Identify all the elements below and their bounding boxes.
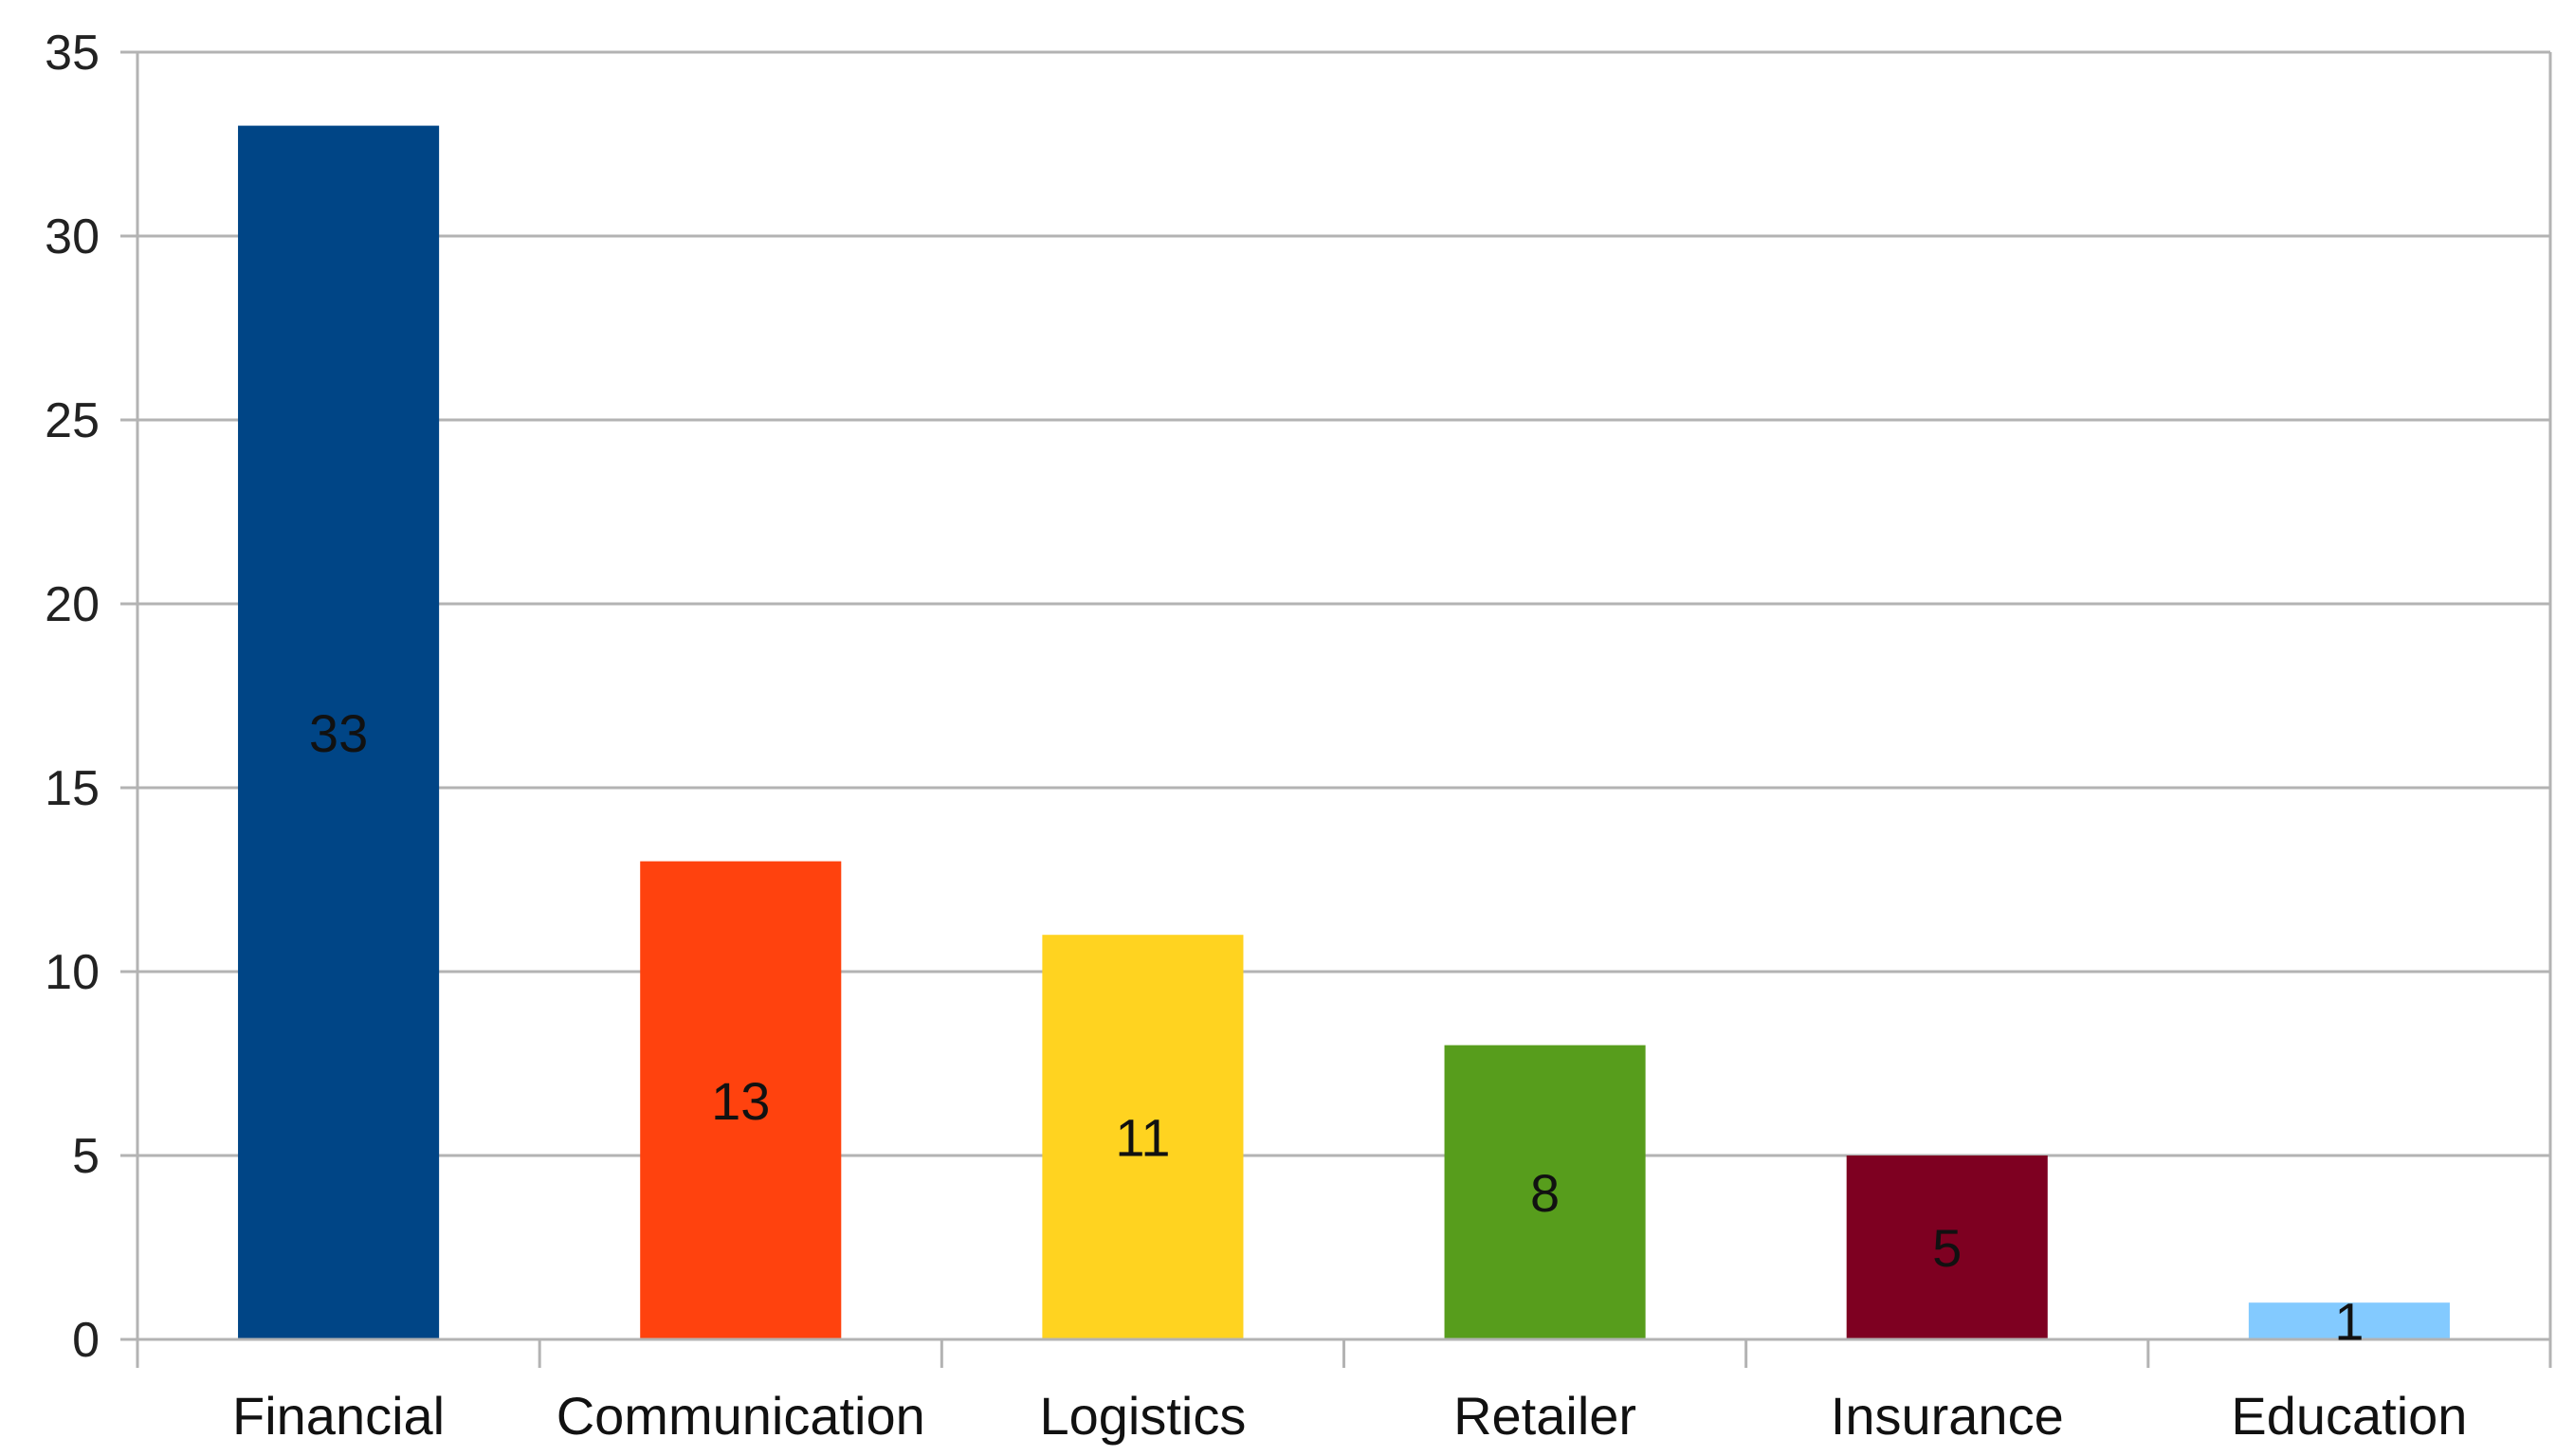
bar-retailer xyxy=(1444,1045,1646,1339)
y-tick-label: 20 xyxy=(45,577,100,632)
bar-communication xyxy=(640,861,842,1339)
x-tick-labels: Financial Communication Logistics Retailer I… xyxy=(232,1386,2467,1446)
data-label-retailer: 8 xyxy=(1530,1163,1560,1223)
x-tick-label-communication: Communication xyxy=(557,1386,925,1446)
y-tick-label: 10 xyxy=(45,945,100,1000)
y-tick-label: 35 xyxy=(45,26,100,81)
x-tick-label-insurance: Insurance xyxy=(1831,1386,2064,1446)
bar-financial xyxy=(238,125,440,1340)
data-label-communication: 13 xyxy=(711,1071,770,1131)
data-labels: 33 13 11 8 5 1 xyxy=(309,703,2364,1352)
x-tick-label-logistics: Logistics xyxy=(1039,1386,1246,1446)
data-label-logistics: 11 xyxy=(1115,1108,1170,1168)
y-tick-label: 30 xyxy=(45,209,100,264)
x-tick-label-retailer: Retailer xyxy=(1453,1386,1636,1446)
y-tick-label: 0 xyxy=(72,1313,100,1368)
bar-insurance xyxy=(1846,1156,2048,1339)
bar-education xyxy=(2248,1302,2450,1339)
y-tick-labels: 0 5 10 15 20 25 30 35 xyxy=(45,26,100,1368)
y-tick-label: 25 xyxy=(45,393,100,448)
y-tick-label: 15 xyxy=(45,761,100,816)
data-label-financial: 33 xyxy=(309,703,368,763)
y-tick-label: 5 xyxy=(72,1129,100,1184)
gridlines xyxy=(137,50,2550,1341)
data-label-insurance: 5 xyxy=(1932,1218,1962,1278)
x-tick-label-education: Education xyxy=(2231,1386,2467,1446)
axes xyxy=(120,50,2552,1368)
x-tick-label-financial: Financial xyxy=(232,1386,445,1446)
bars xyxy=(238,125,2450,1340)
bar-logistics xyxy=(1042,935,1244,1339)
data-label-education: 1 xyxy=(2334,1292,2364,1352)
